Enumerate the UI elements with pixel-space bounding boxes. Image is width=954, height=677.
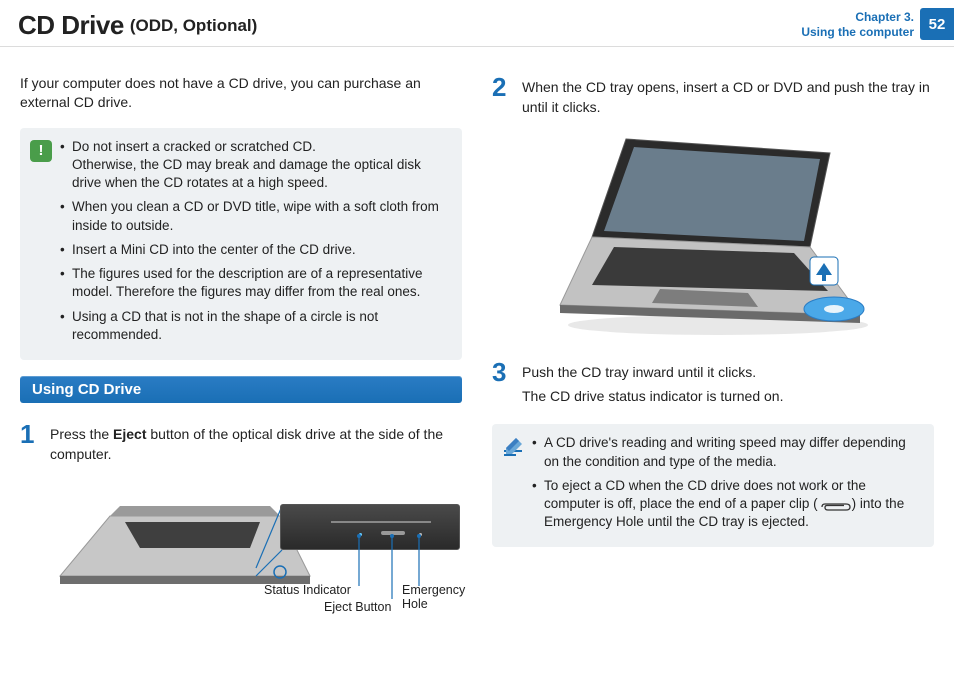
caution-box: Do not insert a cracked or scratched CD.… (20, 128, 462, 360)
section-heading: Using CD Drive (20, 376, 462, 403)
note-item: A CD drive's reading and writing speed m… (532, 434, 922, 470)
caution-item: Using a CD that is not in the shape of a… (60, 308, 450, 344)
content-columns: If your computer does not have a CD driv… (0, 50, 954, 636)
step-body: When the CD tray opens, insert a CD or D… (522, 74, 934, 117)
step-text: The CD drive status indicator is turned … (522, 387, 783, 407)
caution-item: When you clean a CD or DVD title, wipe w… (60, 198, 450, 234)
page-number-badge: 52 (920, 8, 954, 40)
note-item: To eject a CD when the CD drive does not… (532, 477, 922, 532)
chapter-line2: Using the computer (801, 25, 914, 40)
caution-item: Do not insert a cracked or scratched CD.… (60, 138, 450, 193)
step-body: Push the CD tray inward until it clicks.… (522, 359, 783, 410)
note-list: A CD drive's reading and writing speed m… (532, 434, 922, 537)
drive-slot (331, 521, 431, 523)
label-eject-button: Eject Button (324, 600, 391, 614)
figure-laptop-cd (548, 129, 878, 339)
chapter-line1: Chapter 3. (801, 10, 914, 25)
right-column: 2 When the CD tray opens, insert a CD or… (492, 74, 934, 636)
step-1: 1 Press the Eject button of the optical … (20, 421, 462, 464)
caution-list: Do not insert a cracked or scratched CD.… (60, 138, 450, 350)
caution-item: Insert a Mini CD into the center of the … (60, 241, 450, 259)
step-2: 2 When the CD tray opens, insert a CD or… (492, 74, 934, 117)
status-led (359, 533, 362, 536)
chapter-block: Chapter 3. Using the computer 52 (801, 8, 954, 40)
page-title: CD Drive (18, 10, 124, 41)
figure-drive-side: Status Indicator Eject Button Emergency … (20, 476, 462, 636)
label-status-indicator: Status Indicator (264, 583, 351, 597)
step-number: 1 (20, 421, 40, 464)
step-bold: Eject (113, 426, 146, 442)
step-number: 3 (492, 359, 512, 410)
step-text: Push the CD tray inward until it clicks. (522, 363, 783, 383)
paperclip-icon (818, 499, 852, 509)
label-emergency-2: Hole (402, 597, 428, 611)
caution-icon (30, 140, 52, 162)
page-header: CD Drive (ODD, Optional) Chapter 3. Usin… (0, 0, 954, 50)
emergency-hole-graphic (419, 533, 422, 536)
note-box: A CD drive's reading and writing speed m… (492, 424, 934, 547)
left-column: If your computer does not have a CD driv… (20, 74, 462, 636)
drive-closeup (280, 504, 460, 550)
note-pencil-icon (502, 436, 524, 458)
step-number: 2 (492, 74, 512, 117)
step-3: 3 Push the CD tray inward until it click… (492, 359, 934, 410)
page-subtitle: (ODD, Optional) (130, 16, 257, 36)
step-body: Press the Eject button of the optical di… (50, 421, 462, 464)
intro-text: If your computer does not have a CD driv… (20, 74, 462, 112)
eject-button-graphic (381, 531, 405, 535)
header-rule (0, 46, 954, 47)
caution-item: The figures used for the description are… (60, 265, 450, 301)
laptop-open-illustration (548, 129, 878, 339)
step-text: Press the (50, 426, 113, 442)
label-emergency-1: Emergency (402, 583, 465, 597)
chapter-text: Chapter 3. Using the computer (801, 8, 920, 40)
